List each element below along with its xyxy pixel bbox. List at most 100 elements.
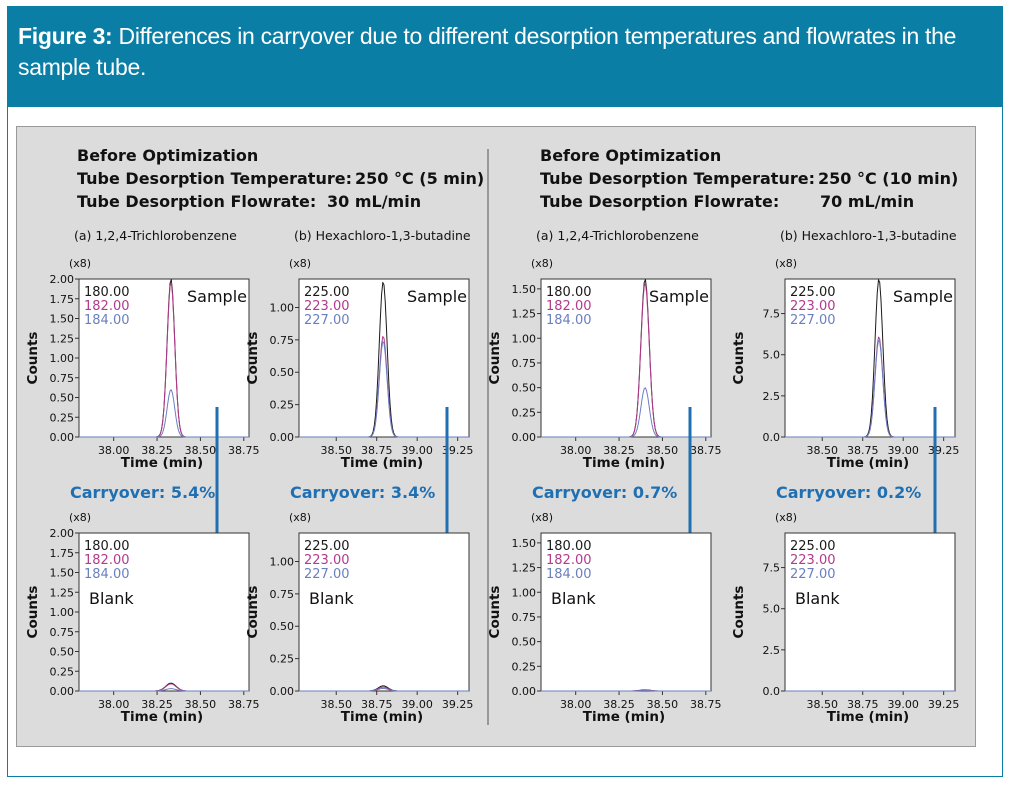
y-tick-label: 1.25 [50,586,75,599]
compound-title: (b) Hexachloro-1,3-butadine [294,228,471,243]
x-tick-label: 39.00 [401,444,433,457]
y-tick-label: 0.75 [50,372,75,385]
y-tick-label: 7.5 [763,308,781,321]
panel-label: Sample [649,287,709,306]
y-tick-label: 1.00 [270,555,295,568]
x-tick-label: 38.50 [806,444,838,457]
legend-entry: 184.00 [546,567,592,582]
y-tick-label: 1.00 [50,352,75,365]
legend-entry: 182.00 [84,553,130,568]
y-tick-label: 2.5 [763,390,781,403]
y-tick-label: 0.50 [512,382,537,395]
y-axis-label: Counts [487,332,503,385]
y-tick-label: 1.75 [50,547,75,560]
x-tick-label: 39.00 [887,444,919,457]
temp-label: Tube Desorption Temperature: [540,169,815,188]
x-tick-label: 39.25 [928,698,960,711]
series-line [785,339,955,438]
plot-area [298,532,470,692]
x-tick-label: 38.75 [690,698,722,711]
flow-label: Tube Desorption Flowrate: [77,192,316,211]
carryover-label: Carryover: 0.2% [776,483,921,502]
figure-caption: Differences in carryover due to differen… [18,23,957,80]
flow-label: Tube Desorption Flowrate: [540,192,779,211]
legend-entry: 184.00 [84,567,130,582]
figure-title: Figure 3: Differences in carryover due t… [18,21,978,83]
y-tick-label: 0.00 [512,431,537,444]
x-tick-label: 38.00 [98,698,130,711]
series-line [299,687,469,692]
compound-title: (b) Hexachloro-1,3-butadine [780,228,957,243]
y-tick-label: 1.00 [512,332,537,345]
y-tick-label: 1.00 [270,301,295,314]
x-tick-label: 38.50 [320,698,352,711]
x-tick-label: 38.50 [320,444,352,457]
x-tick-label: 38.50 [647,444,679,457]
condition-heading: Before Optimization [540,146,721,165]
legend-entry: 180.00 [546,539,592,554]
y-tick-label: 0.25 [512,406,537,419]
chromatogram-figure: Before Optimization Tube Desorption Tempe… [25,146,960,725]
legend-entry: 227.00 [304,313,350,328]
x-tick-label: 38.50 [806,698,838,711]
x-tick-label: 38.75 [847,444,879,457]
y-tick-label: 0.75 [270,334,295,347]
y-tick-label: 1.75 [50,293,75,306]
y-axis-label: Counts [25,586,41,639]
x-tick-label: 38.25 [603,698,635,711]
x-tick-label: 38.25 [141,444,173,457]
x-tick-label: 38.75 [690,444,722,457]
x-axis-label: Time (min) [121,455,203,471]
carryover-label: Carryover: 0.7% [532,483,677,502]
multiplier-label: (x8) [289,511,311,524]
y-tick-label: 0.25 [270,399,295,412]
y-axis-label: Counts [731,332,747,385]
x-tick-label: 38.25 [141,698,173,711]
panel-label: Blank [309,589,354,608]
plot-area [784,278,956,438]
series-line [79,389,249,438]
legend-entry: 223.00 [304,553,350,568]
x-tick-label: 39.25 [442,444,474,457]
x-tick-label: 38.00 [560,444,592,457]
panel-label: Blank [795,589,840,608]
y-tick-label: 0.25 [270,653,295,666]
y-tick-label: 0.00 [270,685,295,698]
panel-label: Blank [551,589,596,608]
legend-entry: 227.00 [790,567,836,582]
carryover-label: Carryover: 5.4% [70,483,215,502]
legend-entry: 227.00 [790,313,836,328]
y-tick-label: 0.25 [50,665,75,678]
y-tick-label: 1.25 [512,308,537,321]
flow-value: 70 mL/min [820,192,914,211]
x-tick-label: 38.50 [185,444,217,457]
x-tick-label: 38.25 [603,444,635,457]
legend-entry: 184.00 [546,313,592,328]
y-tick-label: 0.50 [50,392,75,405]
legend-entry: 225.00 [790,285,836,300]
multiplier-label: (x8) [775,511,797,524]
temp-value: 250 °C (5 min) [355,169,484,188]
y-tick-label: 2.00 [50,527,75,540]
y-tick-label: 0.50 [512,636,537,649]
x-tick-label: 39.25 [442,698,474,711]
y-tick-label: 0.25 [512,660,537,673]
legend-entry: 223.00 [304,299,350,314]
figure-header: Figure 3: Differences in carryover due t… [8,7,1002,107]
y-tick-label: 5.0 [763,349,781,362]
panel-label: Sample [407,287,467,306]
x-tick-label: 38.75 [228,444,260,457]
legend-entry: 227.00 [304,567,350,582]
chart-panel: Before Optimization Tube Desorption Tempe… [16,126,976,747]
y-tick-label: 5.0 [763,603,781,616]
series-line [79,688,249,692]
x-tick-label: 39.25 [928,444,960,457]
y-tick-label: 1.00 [50,606,75,619]
y-tick-label: 0.00 [50,685,75,698]
condition-heading: Before Optimization [77,146,258,165]
y-tick-label: 0.0 [763,431,781,444]
x-tick-label: 39.00 [887,698,919,711]
plot-area [298,278,470,438]
x-tick-label: 38.50 [647,698,679,711]
x-axis-label: Time (min) [341,709,423,725]
